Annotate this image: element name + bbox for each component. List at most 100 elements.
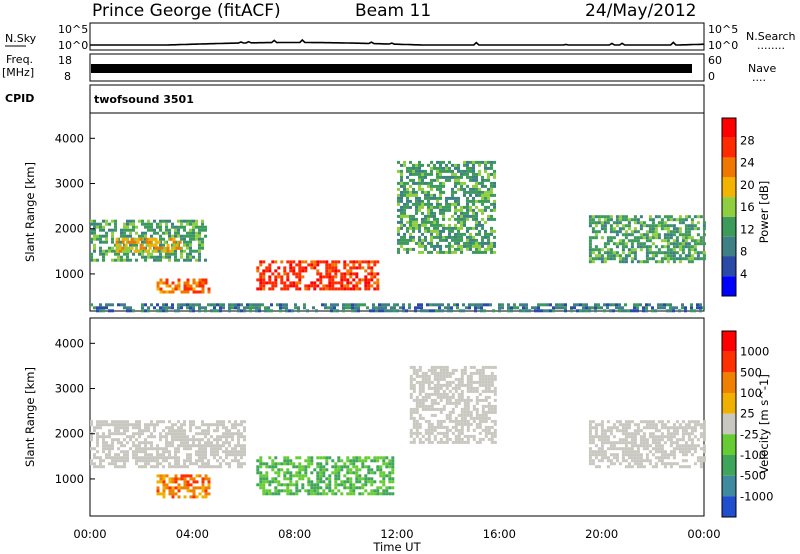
heatmap-cell bbox=[216, 423, 219, 427]
heatmap-cell bbox=[418, 208, 421, 212]
heatmap-cell bbox=[237, 459, 240, 463]
heatmap-cell bbox=[132, 228, 135, 232]
heatmap-cell bbox=[493, 244, 496, 248]
heatmap-cell bbox=[177, 303, 180, 307]
heatmap-cell bbox=[117, 423, 120, 427]
heatmap-cell bbox=[588, 215, 592, 219]
heatmap-cell bbox=[186, 231, 189, 235]
heatmap-cell bbox=[174, 459, 177, 463]
heatmap-cell bbox=[433, 214, 436, 218]
heatmap-cell bbox=[648, 303, 651, 307]
heatmap-cell bbox=[292, 462, 296, 466]
heatmap-cell bbox=[177, 258, 180, 262]
heatmap-cell bbox=[463, 368, 467, 372]
heatmap-cell bbox=[289, 492, 293, 496]
heatmap-cell bbox=[295, 284, 299, 288]
heatmap-cell bbox=[162, 243, 165, 247]
heatmap-cell bbox=[379, 474, 383, 478]
velocity-y-label: Slant Range [km] bbox=[23, 367, 37, 467]
heatmap-cell bbox=[135, 450, 138, 454]
heatmap-cell bbox=[141, 219, 144, 223]
heatmap-cell bbox=[388, 474, 392, 478]
heatmap-cell bbox=[451, 190, 454, 194]
heatmap-cell bbox=[108, 429, 111, 433]
date-title: 24/May/2012 bbox=[585, 1, 697, 21]
heatmap-cell bbox=[633, 450, 637, 454]
heatmap-cell bbox=[478, 413, 482, 417]
heatmap-cell bbox=[409, 160, 412, 164]
heatmap-cell bbox=[298, 275, 302, 279]
heatmap-cell bbox=[469, 377, 473, 381]
heatmap-cell bbox=[183, 477, 187, 481]
heatmap-cell bbox=[171, 423, 174, 427]
heatmap-cell bbox=[108, 450, 111, 454]
heatmap-cell bbox=[289, 263, 293, 267]
heatmap-cell bbox=[331, 489, 335, 493]
heatmap-cell bbox=[606, 242, 610, 246]
heatmap-cell bbox=[412, 389, 416, 393]
heatmap-cell bbox=[228, 429, 231, 433]
heatmap-cell bbox=[90, 438, 93, 442]
heatmap-cell bbox=[189, 438, 192, 442]
heatmap-cell bbox=[475, 223, 478, 227]
heatmap-cell bbox=[606, 441, 610, 445]
heatmap-cell bbox=[135, 462, 138, 466]
heatmap-cell bbox=[484, 398, 488, 402]
heatmap-cell bbox=[666, 462, 670, 466]
heatmap-cell bbox=[457, 181, 460, 185]
heatmap-cell bbox=[684, 432, 688, 436]
heatmap-cell bbox=[186, 219, 189, 223]
heatmap-cell bbox=[286, 272, 290, 276]
heatmap-cell bbox=[418, 226, 421, 230]
heatmap-cell bbox=[469, 193, 472, 197]
heatmap-cell bbox=[379, 465, 383, 469]
heatmap-cell bbox=[355, 465, 359, 469]
heatmap-cell bbox=[630, 245, 634, 249]
heatmap-cell bbox=[451, 244, 454, 248]
heatmap-cell bbox=[412, 229, 415, 233]
heatmap-cell bbox=[237, 438, 240, 442]
heatmap-cell bbox=[132, 222, 135, 226]
heatmap-cell bbox=[186, 480, 190, 484]
heatmap-cell bbox=[466, 428, 470, 432]
heatmap-cell bbox=[141, 432, 144, 436]
heatmap-cell bbox=[325, 468, 329, 472]
heatmap-cell bbox=[478, 169, 481, 173]
heatmap-cell bbox=[460, 226, 463, 230]
heatmap-cell bbox=[352, 284, 356, 288]
heatmap-cell bbox=[243, 309, 246, 313]
heatmap-cell bbox=[415, 190, 418, 194]
heatmap-cell bbox=[204, 486, 208, 490]
heatmap-cell bbox=[645, 245, 649, 249]
heatmap-cell bbox=[271, 272, 275, 276]
heatmap-cell bbox=[424, 244, 427, 248]
heatmap-cell bbox=[322, 287, 326, 291]
heatmap-cell bbox=[487, 244, 490, 248]
heatmap-cell bbox=[448, 244, 451, 248]
heatmap-cell bbox=[346, 278, 350, 282]
heatmap-cell bbox=[123, 231, 126, 235]
heatmap-cell bbox=[319, 492, 323, 496]
heatmap-cell bbox=[472, 407, 476, 411]
heatmap-cell bbox=[466, 202, 469, 206]
heatmap-cell bbox=[99, 423, 102, 427]
heatmap-cell bbox=[201, 450, 204, 454]
heatmap-cell bbox=[121, 246, 125, 250]
heatmap-cell bbox=[159, 222, 162, 226]
heatmap-cell bbox=[192, 234, 195, 238]
heatmap-cell bbox=[162, 255, 165, 259]
heatmap-cell bbox=[364, 483, 368, 487]
heatmap-cell bbox=[162, 453, 165, 457]
heatmap-cell bbox=[478, 431, 482, 435]
heatmap-cell bbox=[400, 226, 403, 230]
heatmap-cell bbox=[216, 420, 219, 424]
heatmap-cell bbox=[352, 266, 356, 270]
heatmap-cell bbox=[460, 220, 463, 224]
heatmap-cell bbox=[397, 250, 400, 254]
heatmap-cell bbox=[684, 429, 688, 433]
heatmap-cell bbox=[177, 483, 181, 487]
heatmap-cell bbox=[304, 459, 308, 463]
heatmap-cell bbox=[138, 444, 141, 448]
heatmap-cell bbox=[153, 423, 156, 427]
heatmap-cell bbox=[150, 453, 153, 457]
